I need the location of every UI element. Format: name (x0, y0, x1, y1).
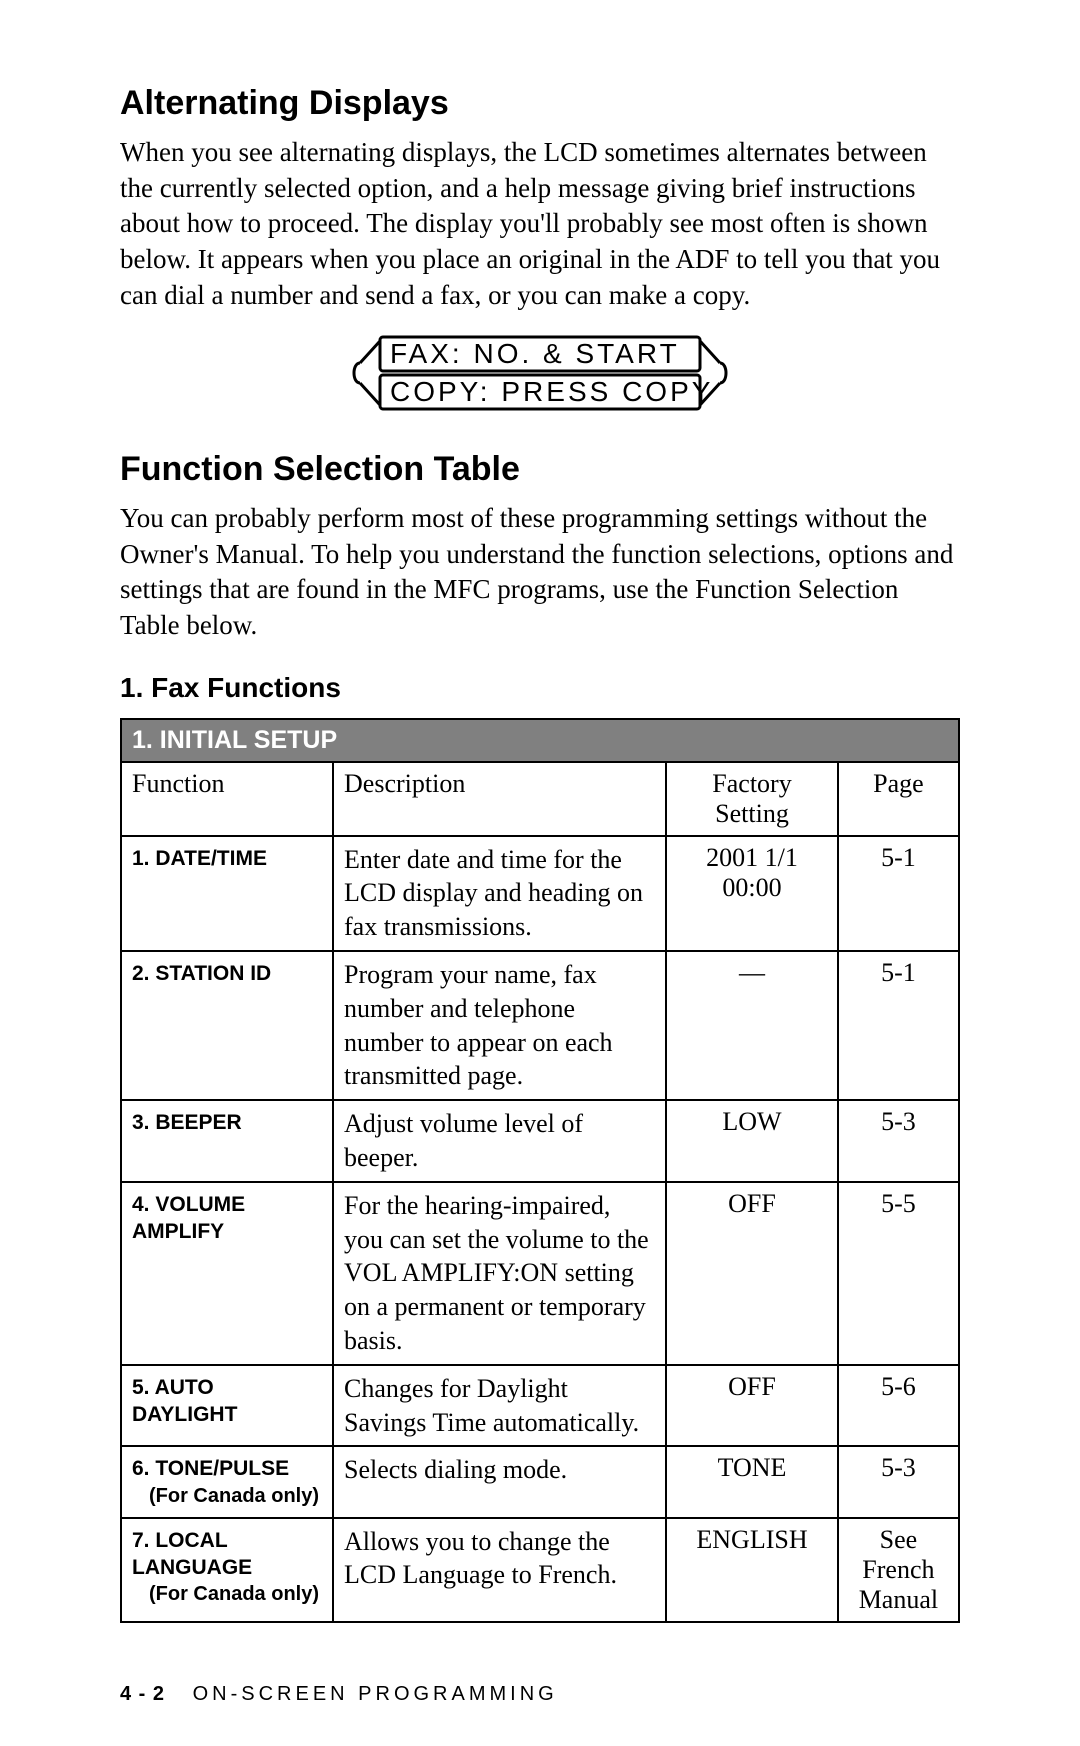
cell-factory: — (666, 951, 838, 1100)
table-banner: 1. INITIAL SETUP (121, 719, 959, 762)
section-title-alternating: Alternating Displays (120, 84, 960, 123)
cell-function: 2. STATION ID (121, 951, 333, 1100)
table-row: 5. AUTO DAYLIGHT Changes for Daylight Sa… (121, 1365, 959, 1447)
table-banner-row: 1. INITIAL SETUP (121, 719, 959, 762)
lcd-left-bracket (354, 363, 360, 383)
function-name: 1. DATE/TIME (132, 847, 267, 870)
function-note: (For Canada only) (132, 1581, 322, 1607)
cell-description: Program your name, fax number and teleph… (333, 951, 666, 1100)
cell-factory: LOW (666, 1100, 838, 1182)
table-row: 7. LOCAL LANGUAGE (For Canada only) Allo… (121, 1518, 959, 1622)
function-name: 2. STATION ID (132, 962, 271, 985)
cell-function: 3. BEEPER (121, 1100, 333, 1182)
col-header-factory: Factory Setting (666, 762, 838, 836)
lcd-right-bracket (720, 363, 726, 383)
cell-description: Allows you to change the LCD Language to… (333, 1518, 666, 1622)
cell-function: 7. LOCAL LANGUAGE (For Canada only) (121, 1518, 333, 1622)
cell-page: 5-6 (838, 1365, 959, 1447)
table-row: 6. TONE/PULSE (For Canada only) Selects … (121, 1446, 959, 1517)
section-title-function-table: Function Selection Table (120, 450, 960, 489)
cell-page: 5-1 (838, 951, 959, 1100)
cell-factory: TONE (666, 1446, 838, 1517)
function-name: 4. VOLUME AMPLIFY (132, 1193, 245, 1243)
lcd-line2: COPY: PRESS COPY (390, 376, 713, 407)
cell-page: 5-1 (838, 836, 959, 951)
function-note: (For Canada only) (132, 1483, 322, 1509)
cell-page: 5-3 (838, 1100, 959, 1182)
table-row: 2. STATION ID Program your name, fax num… (121, 951, 959, 1100)
lcd-diagram: FAX: NO. & START COPY: PRESS COPY (120, 331, 960, 420)
section1-body: When you see alternating displays, the L… (120, 135, 960, 313)
cell-function: 4. VOLUME AMPLIFY (121, 1182, 333, 1365)
cell-description: Enter date and time for the LCD display … (333, 836, 666, 951)
function-name: 5. AUTO DAYLIGHT (132, 1376, 237, 1426)
page-footer: 4 - 2 ON-SCREEN PROGRAMMING (120, 1683, 960, 1706)
table-row: 1. DATE/TIME Enter date and time for the… (121, 836, 959, 951)
cell-factory: OFF (666, 1365, 838, 1447)
footer-chapter: ON-SCREEN PROGRAMMING (193, 1683, 558, 1705)
table-header-row: Function Description Factory Setting Pag… (121, 762, 959, 836)
cell-description: Changes for Daylight Savings Time automa… (333, 1365, 666, 1447)
function-name: 3. BEEPER (132, 1111, 242, 1134)
fax-functions-subhead: 1. Fax Functions (120, 672, 960, 704)
lcd-connector-tl (360, 341, 380, 363)
lcd-line1: FAX: NO. & START (390, 338, 680, 369)
function-name: 6. TONE/PULSE (132, 1457, 289, 1480)
lcd-connector-bl (360, 383, 380, 405)
function-name: 7. LOCAL LANGUAGE (132, 1529, 252, 1579)
lcd-connector-tr (700, 341, 720, 363)
cell-description: Adjust volume level of beeper. (333, 1100, 666, 1182)
function-selection-table: 1. INITIAL SETUP Function Description Fa… (120, 718, 960, 1623)
cell-function: 1. DATE/TIME (121, 836, 333, 951)
cell-page: 5-5 (838, 1182, 959, 1365)
cell-function: 6. TONE/PULSE (For Canada only) (121, 1446, 333, 1517)
cell-factory: ENGLISH (666, 1518, 838, 1622)
section2-body: You can probably perform most of these p… (120, 501, 960, 644)
cell-factory: 2001 1/1 00:00 (666, 836, 838, 951)
cell-page: See French Manual (838, 1518, 959, 1622)
cell-factory: OFF (666, 1182, 838, 1365)
table-row: 3. BEEPER Adjust volume level of beeper.… (121, 1100, 959, 1182)
col-header-page: Page (838, 762, 959, 836)
cell-description: Selects dialing mode. (333, 1446, 666, 1517)
col-header-description: Description (333, 762, 666, 836)
cell-page: 5-3 (838, 1446, 959, 1517)
table-row: 4. VOLUME AMPLIFY For the hearing-impair… (121, 1182, 959, 1365)
col-header-function: Function (121, 762, 333, 836)
footer-page-number: 4 - 2 (120, 1683, 165, 1705)
cell-description: For the hearing-impaired, you can set th… (333, 1182, 666, 1365)
cell-function: 5. AUTO DAYLIGHT (121, 1365, 333, 1447)
